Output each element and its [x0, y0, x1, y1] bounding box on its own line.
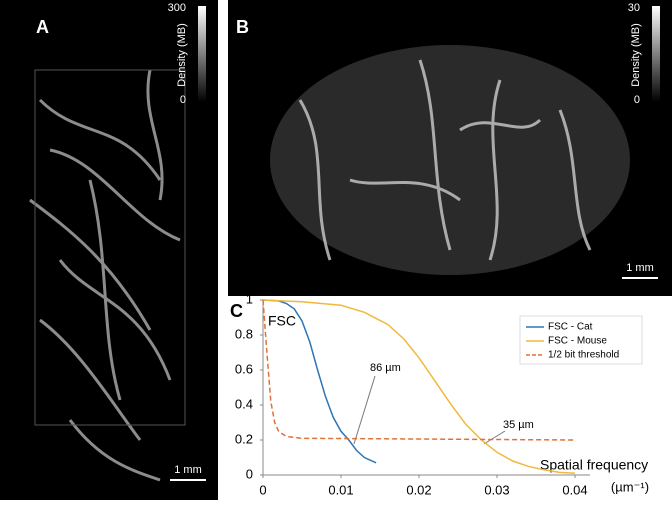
legend-label: 1/2 bit threshold [548, 350, 619, 361]
panel-b: B 30 0 Density (MB) 1 mm [228, 0, 672, 296]
x-tick-label: 0.04 [562, 482, 587, 497]
y-tick-label: 0.4 [235, 396, 253, 411]
line [262, 299, 377, 464]
vessels-b [298, 59, 592, 261]
bounding-box [34, 69, 186, 426]
colorbar-label: Density (MB) [176, 23, 188, 87]
legend-label: FSC - Cat [548, 322, 593, 333]
line [262, 299, 576, 441]
panel-label: A [36, 17, 49, 37]
colorbar [652, 6, 660, 102]
x-tick-label: 0.03 [484, 482, 509, 497]
vessels-a [29, 69, 181, 482]
y-tick-label: 0.6 [235, 361, 253, 376]
x-tick-label: 0.01 [328, 482, 353, 497]
y-tick-label: 1 [246, 291, 253, 306]
x-tick-label: 0 [259, 482, 266, 497]
annotation: 86 µm [370, 362, 401, 374]
annotation-arrow [353, 375, 376, 445]
colorbar-min: 0 [180, 94, 186, 106]
annotation: 35 µm [503, 419, 534, 431]
y-tick-label: 0 [246, 466, 253, 481]
scale-bar-label: 1 mm [174, 464, 202, 476]
x-axis-label: Spatial frequency [540, 457, 648, 473]
colorbar [198, 6, 206, 102]
colorbar-min: 0 [634, 94, 640, 106]
x-tick-label: 0.02 [406, 482, 431, 497]
line [262, 299, 576, 475]
legend [519, 315, 643, 365]
y-tick-label: 0.8 [235, 326, 253, 341]
scale-bar-label: 1 mm [626, 262, 654, 274]
x-axis-unit: (µm⁻¹) [611, 479, 649, 494]
panel-a: A 300 0 Density (MB) 1 mm [0, 0, 218, 500]
panel-c: C FSC Spatial frequency (µm⁻¹) 86 µm 35 … [230, 291, 649, 497]
colorbar-label: Density (MB) [630, 23, 642, 87]
panel-label: C [230, 301, 243, 321]
image-a [0, 0, 218, 500]
y-tick-label: 0.2 [235, 431, 253, 446]
colorbar-max: 30 [628, 2, 640, 14]
y-axis-label: FSC [268, 313, 296, 329]
annotation-arrow [483, 430, 506, 445]
colorbar-max: 300 [168, 2, 186, 14]
legend-label: FSC - Mouse [548, 336, 607, 347]
panel-label: B [236, 17, 249, 37]
brain-volume [270, 45, 630, 275]
